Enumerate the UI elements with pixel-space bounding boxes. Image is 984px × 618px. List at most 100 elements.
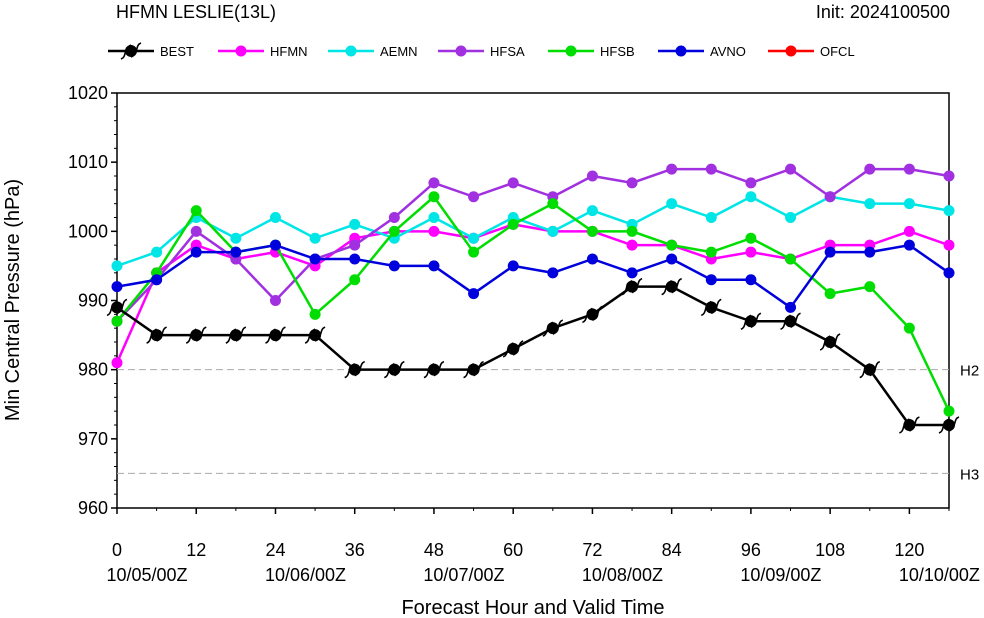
point-aemn xyxy=(428,212,440,223)
point-avno xyxy=(586,253,598,265)
point-best-eye xyxy=(507,342,520,355)
point-hfmn xyxy=(626,239,638,251)
point-hfmn xyxy=(903,225,915,237)
point-avno xyxy=(349,253,361,265)
legend-item-hfmn: HFMN xyxy=(218,44,308,59)
legend-item-aemn: AEMN xyxy=(328,44,418,59)
point-avno xyxy=(745,274,757,286)
point-best xyxy=(859,360,881,379)
legend-marker-best-eye xyxy=(125,45,137,57)
point-best-eye xyxy=(943,419,955,431)
point-aemn xyxy=(785,212,797,223)
point-best xyxy=(146,326,167,344)
point-aemn xyxy=(547,225,559,237)
point-best-eye xyxy=(705,301,718,314)
point-best xyxy=(700,298,722,317)
legend-label-hfsb: HFSB xyxy=(600,44,635,59)
point-aemn xyxy=(666,198,678,210)
point-avno xyxy=(824,246,836,258)
point-hfsb xyxy=(824,288,836,300)
point-hfsb xyxy=(586,225,598,237)
point-hfmn xyxy=(943,239,955,251)
point-best-eye xyxy=(824,336,837,348)
point-hfsb xyxy=(468,246,480,258)
legend-label-avno: AVNO xyxy=(710,44,746,59)
point-hfsa xyxy=(666,163,678,175)
point-hfsa xyxy=(349,239,361,251)
point-hfsa xyxy=(468,191,480,203)
point-best-eye xyxy=(863,363,876,376)
point-avno xyxy=(111,281,123,293)
point-hfsa xyxy=(626,177,638,189)
x-tick-label: 0 xyxy=(112,540,122,560)
point-best-eye xyxy=(467,363,480,376)
point-best-eye xyxy=(665,280,678,293)
point-hfsb xyxy=(349,274,361,286)
point-best xyxy=(740,312,762,331)
point-best-eye xyxy=(744,315,757,328)
x-tick-label: 48 xyxy=(424,540,444,560)
x-tick-label: 96 xyxy=(741,540,761,560)
plot-area-frame xyxy=(116,92,950,509)
point-hfsa xyxy=(428,177,440,189)
x-date-label: 10/10/00Z xyxy=(899,565,980,585)
series-line-aemn xyxy=(116,195,950,268)
point-avno xyxy=(943,267,955,279)
x-tick-label: 120 xyxy=(894,540,924,560)
y-tick-label: 1010 xyxy=(68,152,108,172)
point-best xyxy=(383,360,405,379)
point-avno xyxy=(230,246,242,258)
legend-item-best: BEST xyxy=(108,42,194,60)
legend-item-avno: AVNO xyxy=(658,44,746,59)
point-best-eye xyxy=(903,419,916,431)
legend-label-best: BEST xyxy=(160,44,194,59)
point-hfsb xyxy=(388,225,400,237)
x-date-label: 10/09/00Z xyxy=(740,565,821,585)
y-tick-label: 1000 xyxy=(68,221,108,241)
point-avno xyxy=(903,239,915,251)
point-best-eye xyxy=(269,329,282,342)
point-best-eye xyxy=(229,329,242,342)
legend-marker-hfmn xyxy=(235,45,247,57)
point-hfsb xyxy=(666,239,678,251)
point-hfsa xyxy=(190,225,202,237)
point-aemn xyxy=(745,191,757,203)
legend-marker-hfsa xyxy=(455,45,467,57)
point-aemn xyxy=(943,205,955,217)
point-best xyxy=(344,360,366,379)
point-hfsa xyxy=(586,170,598,182)
point-best-eye xyxy=(111,301,123,314)
legend-marker-aemn xyxy=(345,45,357,57)
point-avno xyxy=(428,260,440,272)
point-aemn xyxy=(903,198,915,210)
point-hfsa xyxy=(507,177,519,189)
series-layer xyxy=(106,163,960,434)
x-tick-label: 60 xyxy=(503,540,523,560)
x-axis-title: Forecast Hour and Valid Time xyxy=(401,597,664,618)
point-hfsb xyxy=(864,281,876,293)
point-aemn xyxy=(468,232,480,244)
point-avno xyxy=(785,301,797,313)
point-best xyxy=(661,277,683,296)
series-line-best xyxy=(116,285,949,427)
point-hfsa xyxy=(903,163,915,175)
point-hfsb xyxy=(507,218,519,230)
x-tick-label: 72 xyxy=(582,540,602,560)
point-best-eye xyxy=(348,363,361,376)
point-hfsa xyxy=(745,177,757,189)
point-hfsb xyxy=(626,225,638,237)
y-tick-label: 1020 xyxy=(68,83,108,103)
chart-title-right: Init: 2024100500 xyxy=(816,2,950,22)
point-best-eye xyxy=(388,363,401,376)
reference-label-h2: H2 xyxy=(960,363,979,380)
point-hfsa xyxy=(388,212,400,223)
x-date-label: 10/08/00Z xyxy=(582,565,663,585)
point-aemn xyxy=(309,232,321,244)
legend-marker-ofcl xyxy=(785,45,797,57)
reference-label-h3: H3 xyxy=(960,466,979,483)
legend-label-hfsa: HFSA xyxy=(490,44,525,59)
point-aemn xyxy=(864,198,876,210)
point-best xyxy=(463,360,484,379)
legend-label-hfmn: HFMN xyxy=(270,44,308,59)
